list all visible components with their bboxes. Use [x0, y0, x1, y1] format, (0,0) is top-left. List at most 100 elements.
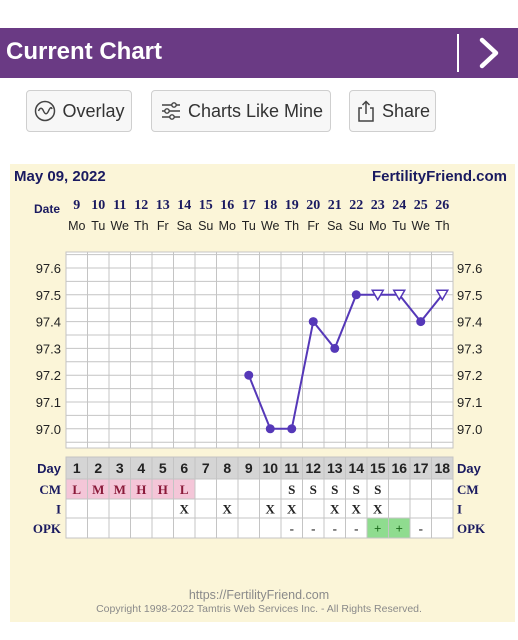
i-row-label-right: I	[457, 502, 462, 517]
i-cell	[65, 498, 88, 519]
i-cell-value: X	[373, 502, 383, 517]
weekday-label: Mo	[369, 219, 386, 233]
y-tick-right: 97.2	[457, 368, 482, 383]
temperature-point	[330, 343, 340, 353]
opk-cell	[431, 517, 454, 539]
i-cell-value: X	[180, 502, 190, 517]
wave-circle-icon	[35, 100, 56, 122]
cm-cell	[431, 478, 454, 500]
share-button[interactable]: Share	[349, 90, 436, 132]
temperature-point	[287, 424, 297, 434]
opk-cell	[130, 517, 153, 539]
date-label: 14	[177, 198, 191, 213]
opk-cell-value: -	[333, 521, 337, 536]
weekday-label: Fr	[157, 219, 169, 233]
date-label: 16	[220, 198, 234, 213]
day-cell-value: 8	[223, 460, 231, 476]
date-label: 9	[73, 198, 80, 213]
i-cell	[87, 498, 110, 519]
weekday-label: Tu	[91, 219, 105, 233]
y-tick-right: 97.0	[457, 422, 482, 437]
opk-cell-value: +	[374, 521, 381, 536]
temperature-point	[244, 370, 254, 380]
day-cell-value: 5	[159, 460, 167, 476]
date-label: 15	[199, 198, 213, 213]
day-cell-value: 13	[327, 460, 343, 476]
opk-cell	[108, 517, 131, 539]
i-cell	[130, 498, 153, 519]
opk-cell	[65, 517, 88, 539]
date-label: 23	[371, 198, 385, 213]
date-label: 25	[414, 198, 428, 213]
day-cell-value: 4	[137, 460, 145, 476]
temperature-point-open	[435, 289, 450, 302]
i-cell	[431, 498, 454, 519]
y-tick-left: 97.6	[36, 261, 61, 276]
cm-cell	[259, 478, 282, 500]
date-label: 11	[113, 198, 126, 213]
i-cell-value: X	[266, 502, 276, 517]
footer-url[interactable]: https://FertilityFriend.com	[188, 588, 330, 602]
date-label: 12	[134, 198, 148, 213]
overlay-button[interactable]: Overlay	[26, 90, 132, 132]
day-cell-value: 10	[262, 460, 278, 476]
cm-cell-value: M	[92, 482, 104, 497]
day-cell-value: 11	[284, 460, 299, 476]
temperature-point	[308, 317, 318, 327]
day-cell-value: 9	[245, 460, 253, 476]
overlay-label: Overlay	[62, 100, 125, 121]
header-divider	[457, 34, 459, 72]
y-tick-right: 97.4	[457, 315, 482, 330]
date-label: 24	[392, 198, 406, 213]
opk-row-label: OPK	[33, 521, 62, 536]
opk-cell	[194, 517, 217, 539]
opk-row-label-right: OPK	[457, 521, 486, 536]
cm-cell-value: L	[180, 482, 189, 497]
cm-cell	[237, 478, 260, 500]
cm-cell-value: S	[310, 482, 317, 497]
weekday-label: Mo	[219, 219, 236, 233]
temperature-point-open	[370, 289, 385, 302]
temperature-point	[351, 290, 361, 300]
i-cell	[151, 498, 174, 519]
i-cell	[302, 498, 325, 519]
sliders-icon	[161, 102, 180, 120]
footer-copyright: Copyright 1998-2022 Tamtris Web Services…	[96, 603, 422, 615]
weekday-label: Tu	[392, 219, 406, 233]
cm-cell	[216, 478, 239, 500]
charts-like-mine-label: Charts Like Mine	[187, 100, 324, 121]
opk-cell-value: -	[419, 521, 423, 536]
weekday-label: Th	[435, 219, 450, 233]
opk-cell	[216, 517, 239, 539]
i-cell-value: X	[223, 502, 233, 517]
opk-cell-value: +	[396, 521, 403, 536]
y-tick-right: 97.5	[457, 288, 482, 303]
date-label: 22	[349, 198, 363, 213]
cm-row-label: CM	[39, 482, 61, 497]
weekday-label: Fr	[307, 219, 319, 233]
i-cell	[194, 498, 217, 519]
share-icon	[358, 100, 374, 122]
opk-cell	[173, 517, 196, 539]
date-label: 13	[156, 198, 170, 213]
app-header: Current Chart	[0, 28, 518, 78]
cm-row-label-right: CM	[457, 482, 479, 497]
chevron-right-icon[interactable]	[470, 32, 510, 74]
cm-cell	[409, 478, 432, 500]
opk-cell-value: -	[311, 521, 315, 536]
cm-cell-value: S	[288, 482, 295, 497]
cm-cell-value: S	[374, 482, 381, 497]
weekday-label: Th	[284, 219, 299, 233]
cm-cell-value: M	[114, 482, 126, 497]
bbt-chart: 9 10 11 12 13 14 15 16 17 18 19 20 21 22 23 24 25 26DateM…	[33, 198, 486, 539]
i-cell-value: X	[287, 502, 297, 517]
chart-brand: FertilityFriend.com	[371, 168, 507, 185]
cm-cell-value: S	[353, 482, 360, 497]
charts-like-mine-button[interactable]: Charts Like Mine	[151, 90, 331, 132]
opk-cell	[259, 517, 282, 539]
temperature-point	[265, 424, 275, 434]
day-cell-value: 6	[180, 460, 188, 476]
opk-cell-value: -	[290, 521, 294, 536]
temperature-point-open	[392, 289, 407, 302]
weekday-label: Sa	[177, 219, 192, 233]
